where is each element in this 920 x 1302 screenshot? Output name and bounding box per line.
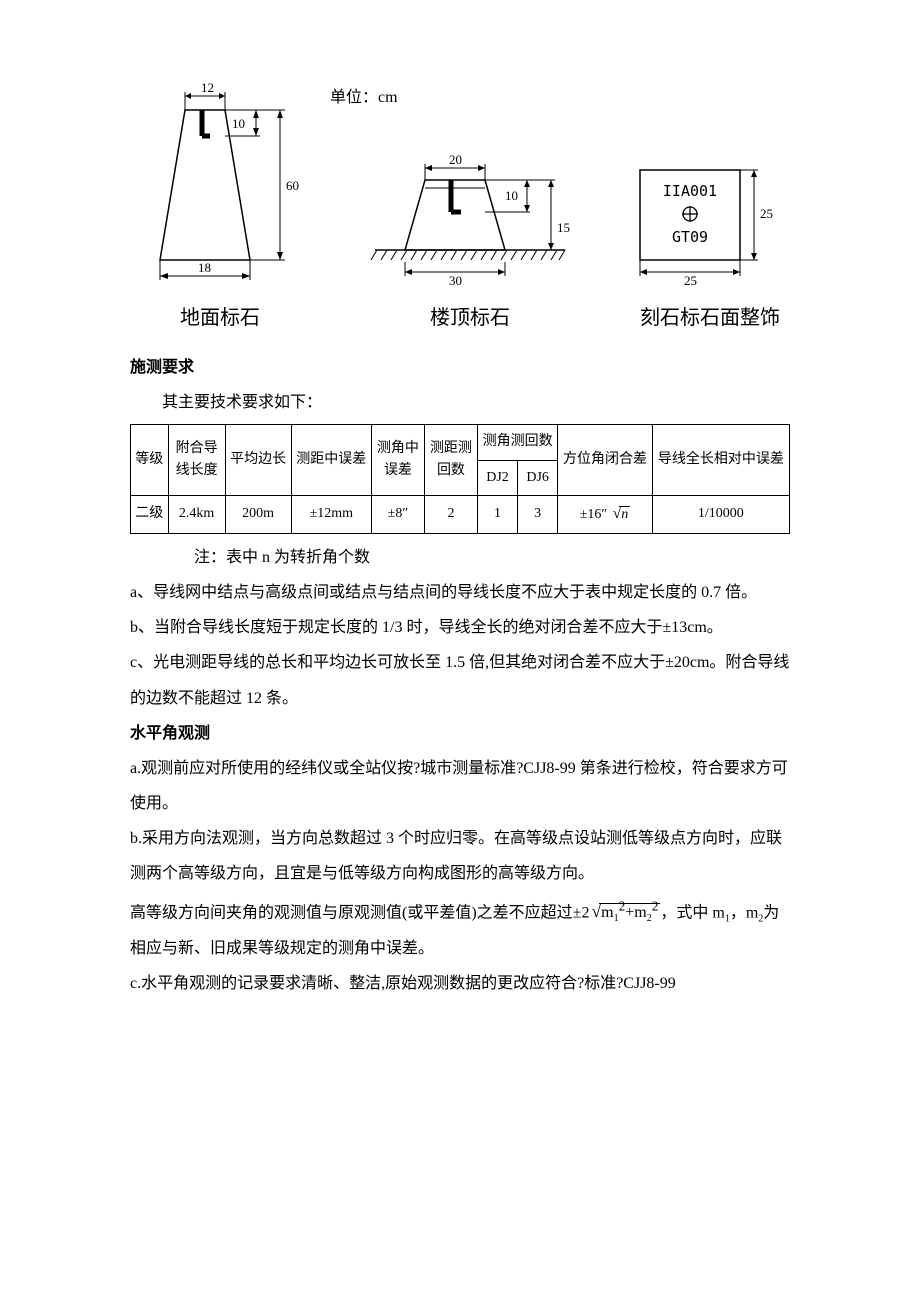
roof-marker-diagram: 20 10 15 30 xyxy=(365,140,575,340)
para2-a: a.观测前应对所使用的经纬仪或全站仪按?城市测量标准?CJJ8-99 第条进行检… xyxy=(130,751,790,821)
ground-caption: 地面标石 xyxy=(180,296,260,340)
para-b: b、当附合导线长度短于规定长度的 1/3 时，导线全长的绝对闭合差不应大于±13… xyxy=(130,610,790,645)
heading-measurement-requirements: 施测要求 xyxy=(130,350,790,385)
para2-b-suffix: ，式中 m xyxy=(660,904,724,921)
dim-h25: 25 xyxy=(760,206,773,221)
para2-b-mid: ，m xyxy=(730,904,758,921)
col-rel-err: 导线全长相对中误差 xyxy=(652,425,789,496)
table-data-row: 二级 2.4km 200m ±12mm ±8″ 2 1 3 ±16″ n 1/1… xyxy=(131,496,790,534)
unit-label: 单位：cm xyxy=(330,80,398,115)
dim-12: 12 xyxy=(201,80,214,95)
para2-b-prefix: 高等级方向间夹角的观测值与原观测值(或平差值)之差不应超过±2 xyxy=(130,904,589,921)
para2-b-line2: 高等级方向间夹角的观测值与原观测值(或平差值)之差不应超过±2 m12+m22，式… xyxy=(130,892,790,966)
radicand-n: n xyxy=(619,506,630,522)
dim-r10: 10 xyxy=(505,188,518,203)
code-line1: IIA001 xyxy=(663,182,717,200)
table-header-row: 等级 附合导线长度 平均边长 测距中误差 测角中误差 测距测回数 测角测回数 方… xyxy=(131,425,790,460)
para2-b-line1: b.采用方向法观测，当方向总数超过 3 个时应归零。在高等级点设站测低等级点方向… xyxy=(130,821,790,891)
sqrt-m: m12+m22 xyxy=(589,892,660,931)
sqrt-n: n xyxy=(611,502,630,527)
cell-length: 2.4km xyxy=(168,496,225,534)
para-a: a、导线网中结点与高级点间或结点与结点间的导线长度不应大于表中规定长度的 0.7… xyxy=(130,575,790,610)
dim-w25: 25 xyxy=(684,273,697,288)
col-dj2: DJ2 xyxy=(477,460,517,495)
col-angle-err: 测角中误差 xyxy=(371,425,424,496)
col-avg-side: 平均边长 xyxy=(225,425,291,496)
cell-dist-err: ±12mm xyxy=(291,496,371,534)
inscribed-caption: 刻石标石面整饰 xyxy=(640,296,780,340)
cell-avg-side: 200m xyxy=(225,496,291,534)
intro-line: 其主要技术要求如下： xyxy=(130,385,790,420)
para2-c: c.水平角观测的记录要求清晰、整洁,原始观测数据的更改应符合?标准?CJJ8-9… xyxy=(130,966,790,1001)
cell-dist-rounds: 2 xyxy=(424,496,477,534)
dim-30: 30 xyxy=(449,273,462,288)
heading-horizontal-angle: 水平角观测 xyxy=(130,716,790,751)
requirements-table: 等级 附合导线长度 平均边长 测距中误差 测角中误差 测距测回数 测角测回数 方… xyxy=(130,424,790,533)
col-length: 附合导线长度 xyxy=(168,425,225,496)
cell-dj2: 1 xyxy=(477,496,517,534)
cell-azimuth: ±16″ n xyxy=(558,496,653,534)
diagram-area: 单位：cm 12 10 xyxy=(130,80,790,340)
col-angle-rounds: 测角测回数 xyxy=(477,425,557,460)
inscribed-diagram: IIA001 GT09 25 25 刻 xyxy=(630,160,790,340)
col-grade: 等级 xyxy=(131,425,169,496)
azimuth-prefix: ±16″ xyxy=(580,507,608,522)
dim-20: 20 xyxy=(449,152,462,167)
roof-caption: 楼顶标石 xyxy=(430,296,510,340)
dim-60: 60 xyxy=(286,178,299,193)
col-dist-err: 测距中误差 xyxy=(291,425,371,496)
cell-grade: 二级 xyxy=(131,496,169,534)
ground-marker-diagram: 12 10 60 18 xyxy=(130,80,310,340)
radicand-m: m12+m22 xyxy=(599,903,660,921)
cell-rel-err: 1/10000 xyxy=(652,496,789,534)
code-line2: GT09 xyxy=(672,228,708,246)
col-dj6: DJ6 xyxy=(518,460,558,495)
dim-18: 18 xyxy=(198,260,211,275)
table-note: 注：表中 n 为转折角个数 xyxy=(130,540,790,575)
para-c: c、光电测距导线的总长和平均边长可放长至 1.5 倍,但其绝对闭合差不应大于±2… xyxy=(130,645,790,715)
col-azimuth: 方位角闭合差 xyxy=(558,425,653,496)
cell-angle-err: ±8″ xyxy=(371,496,424,534)
dim-10: 10 xyxy=(232,116,245,131)
dim-15: 15 xyxy=(557,220,570,235)
col-dist-rounds: 测距测回数 xyxy=(424,425,477,496)
cell-dj6: 3 xyxy=(518,496,558,534)
